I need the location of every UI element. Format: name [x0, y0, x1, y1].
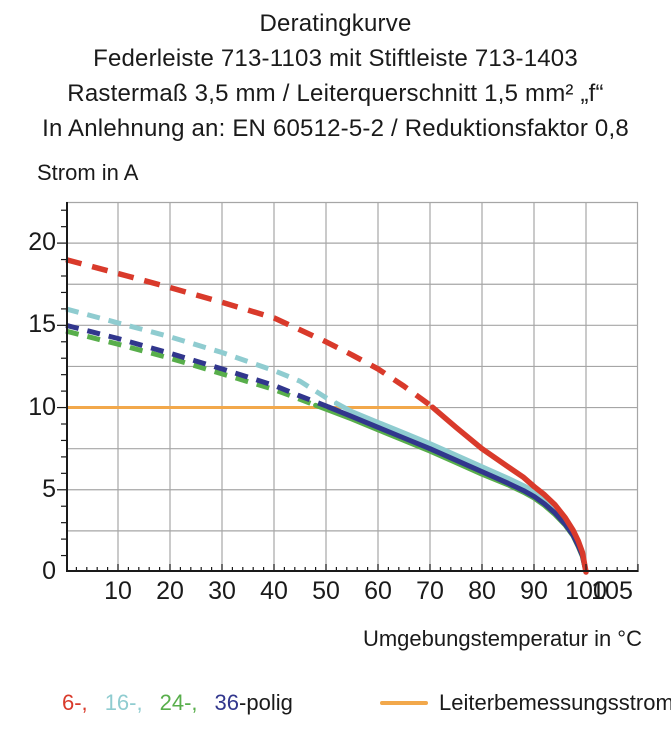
curve-dashed-36-polig	[65, 322, 330, 410]
legend-polig-suffix: -polig	[239, 690, 293, 715]
chart-title-line-4: In Anlehnung an: EN 60512-5-2 / Reduktio…	[42, 115, 629, 142]
legend-item-36-number: 36	[214, 690, 240, 715]
plot-area	[57, 201, 639, 575]
y-axis-title: Strom in A	[37, 160, 139, 185]
chart-title-line-1: Deratingkurve	[259, 10, 412, 37]
x-tick-label: 10	[104, 577, 132, 605]
x-axis-title: Umgebungstemperatur in °C	[362, 626, 642, 651]
chart-title-block: Deratingkurve Federleiste 713-1103 mit S…	[0, 6, 671, 146]
legend-item-36-polig: 36-polig	[215, 690, 293, 716]
curve-solid-6-polig	[429, 404, 589, 575]
y-tick-label: 20	[28, 228, 56, 257]
chart-title-line-2: Federleiste 713-1103 mit Stiftleiste 713…	[93, 45, 578, 72]
x-tick-label: 100	[565, 577, 607, 605]
x-tick-label: 40	[260, 577, 288, 605]
rated-current-line-swatch	[380, 701, 428, 705]
x-tick-label: 50	[312, 577, 340, 605]
y-tick-label: 0	[42, 557, 56, 585]
x-tick-label: 30	[208, 577, 236, 605]
rated-current-legend: Leiterbemessungsstrom	[380, 690, 671, 716]
poles-legend: 6-, 16-, 24-, 36-polig	[62, 690, 293, 716]
chart-title-line-3: Rastermaß 3,5 mm / Leiterquerschnitt 1,5…	[67, 80, 604, 107]
x-tick-label: 80	[468, 577, 496, 605]
curve-dashed-24-polig	[65, 328, 317, 408]
curve-dashed-16-polig	[65, 306, 338, 406]
curve-solid-24-polig	[313, 402, 589, 575]
curve-dashed-6-polig	[65, 256, 435, 410]
legend-item-24-polig: 24-,	[159, 690, 198, 715]
y-tick-label: 10	[28, 392, 56, 421]
legend-item-16-polig: 16-,	[104, 690, 143, 715]
x-tick-label: 70	[416, 577, 444, 605]
y-tick-label: 5	[42, 474, 56, 503]
x-tick-label: 60	[364, 577, 392, 605]
rated-current-label: Leiterbemessungsstrom	[439, 690, 671, 715]
legend-item-6-polig: 6-,	[62, 690, 88, 715]
derating-curves-svg	[57, 201, 639, 575]
x-tick-label: 90	[520, 577, 548, 605]
x-tick-label: 105	[591, 577, 633, 605]
x-tick-label: 20	[156, 577, 184, 605]
y-tick-label: 15	[28, 310, 56, 339]
